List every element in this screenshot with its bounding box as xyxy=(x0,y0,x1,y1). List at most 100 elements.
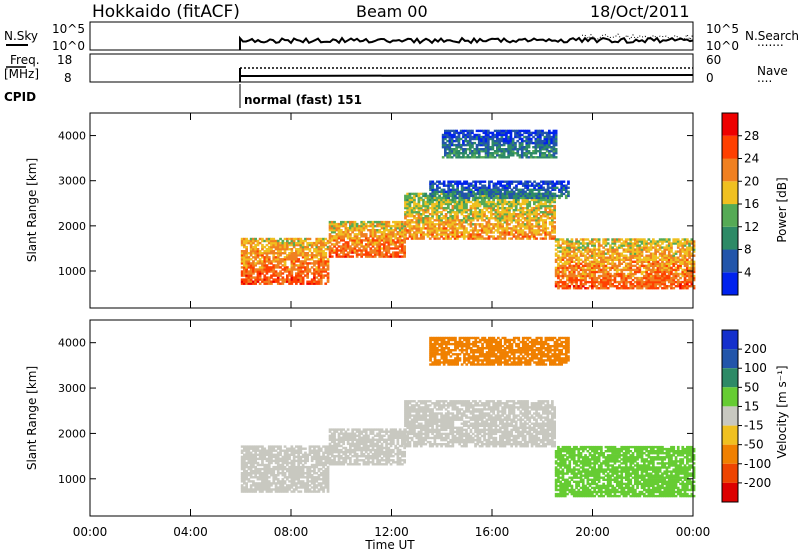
heatmap-cell xyxy=(249,237,253,241)
heatmap-cell xyxy=(442,223,446,226)
heatmap-cell xyxy=(315,268,319,271)
heatmap-cell xyxy=(342,235,345,238)
heatmap-cell xyxy=(638,260,642,263)
heatmap-cell xyxy=(340,229,343,232)
heatmap-cell xyxy=(288,282,291,285)
heatmap-cell xyxy=(510,233,513,236)
heatmap-cell xyxy=(276,272,280,275)
heatmap-cell xyxy=(353,235,357,238)
heatmap-cell xyxy=(535,229,538,232)
heatmap-cell xyxy=(591,280,594,284)
heatmap-cell xyxy=(243,472,246,475)
heatmap-cell xyxy=(392,243,395,246)
heatmap-cell xyxy=(290,248,294,251)
heatmap-cell xyxy=(672,256,676,259)
heatmap-cell xyxy=(283,245,287,249)
heatmap-cell xyxy=(429,186,432,189)
heatmap-cell xyxy=(360,229,363,232)
heatmap-cell xyxy=(467,237,471,240)
heatmap-cell xyxy=(494,223,498,226)
heatmap-cell xyxy=(615,264,619,268)
heatmap-cell xyxy=(276,455,280,459)
heatmap-cell xyxy=(258,472,262,475)
heatmap-cell xyxy=(328,249,332,252)
heatmap-cell xyxy=(263,239,267,243)
heatmap-cell xyxy=(683,276,687,280)
heatmap-cell xyxy=(546,213,550,216)
heatmap-cell xyxy=(692,266,696,270)
heatmap-cell xyxy=(254,472,257,475)
heatmap-cell xyxy=(572,274,576,278)
heatmap-cell xyxy=(544,198,547,202)
heatmap-cell xyxy=(554,258,558,261)
heatmap-cell xyxy=(261,272,264,275)
heatmap-cell xyxy=(243,239,246,243)
heatmap-cell xyxy=(501,231,504,234)
heatmap-cell xyxy=(562,186,566,189)
heatmap-cell xyxy=(290,268,294,271)
heatmap-cell xyxy=(295,268,298,271)
heatmap-cell xyxy=(328,229,332,232)
heatmap-cell xyxy=(333,229,336,232)
heatmap-cell xyxy=(692,244,696,247)
heatmap-cell xyxy=(367,253,370,256)
heatmap-cell xyxy=(310,266,314,269)
heatmap-cell xyxy=(249,461,253,465)
heatmap-cell xyxy=(342,255,345,258)
heatmap-cell xyxy=(247,280,251,283)
heatmap-cell xyxy=(579,280,583,284)
heatmap-cell xyxy=(553,235,556,238)
heatmap-cell xyxy=(254,250,257,253)
heatmap-cell xyxy=(404,198,407,202)
heatmap-cell xyxy=(292,256,296,259)
heatmap-cell xyxy=(508,217,511,220)
heatmap-cell xyxy=(600,264,603,268)
power-y-axis-label: Slant Range [km] xyxy=(25,158,39,262)
heatmap-cell xyxy=(449,225,452,228)
heatmap-cell xyxy=(261,254,264,257)
heatmap-cell xyxy=(408,192,412,196)
heatmap-cell xyxy=(634,240,637,243)
heatmap-cell xyxy=(542,225,545,228)
heatmap-cell xyxy=(449,217,452,220)
heatmap-cell xyxy=(440,223,443,226)
heatmap-cell xyxy=(398,231,402,234)
heatmap-cell xyxy=(454,182,457,185)
heatmap-cell xyxy=(597,262,601,265)
heatmap-cell xyxy=(281,282,285,285)
heatmap-cell xyxy=(622,256,626,259)
heatmap-cell xyxy=(272,455,276,459)
heatmap-cell xyxy=(499,206,502,210)
heatmap-cell xyxy=(604,268,608,272)
heatmap-cell xyxy=(299,243,303,247)
heatmap-cell xyxy=(647,276,651,280)
heatmap-cell xyxy=(433,202,437,206)
heatmap-cell xyxy=(638,266,642,270)
heatmap-cell xyxy=(290,250,294,253)
heatmap-cell xyxy=(252,252,255,255)
heatmap-cell xyxy=(640,248,644,251)
heatmap-cell xyxy=(544,229,547,232)
heatmap-cell xyxy=(313,243,316,247)
heatmap-cell xyxy=(672,254,676,257)
heatmap-cell xyxy=(256,262,260,265)
heatmap-cell xyxy=(638,282,642,286)
heatmap-cell xyxy=(528,213,532,216)
heatmap-cell xyxy=(606,278,610,282)
heatmap-cell xyxy=(688,252,691,255)
heatmap-cell xyxy=(458,202,461,206)
heatmap-cell xyxy=(537,229,541,232)
heatmap-cell xyxy=(567,180,570,183)
heatmap-cell xyxy=(487,221,491,224)
heatmap-cell xyxy=(448,139,452,143)
heatmap-cell xyxy=(272,237,276,241)
colorbar-swatch xyxy=(722,204,738,227)
heatmap-cell xyxy=(499,213,502,216)
heatmap-cell xyxy=(346,220,350,224)
heatmap-cell xyxy=(686,252,689,255)
heatmap-cell xyxy=(674,285,678,288)
heatmap-cell xyxy=(447,190,450,193)
heatmap-cell xyxy=(514,225,518,228)
heatmap-cell xyxy=(447,225,450,228)
heatmap-cell xyxy=(286,243,289,247)
